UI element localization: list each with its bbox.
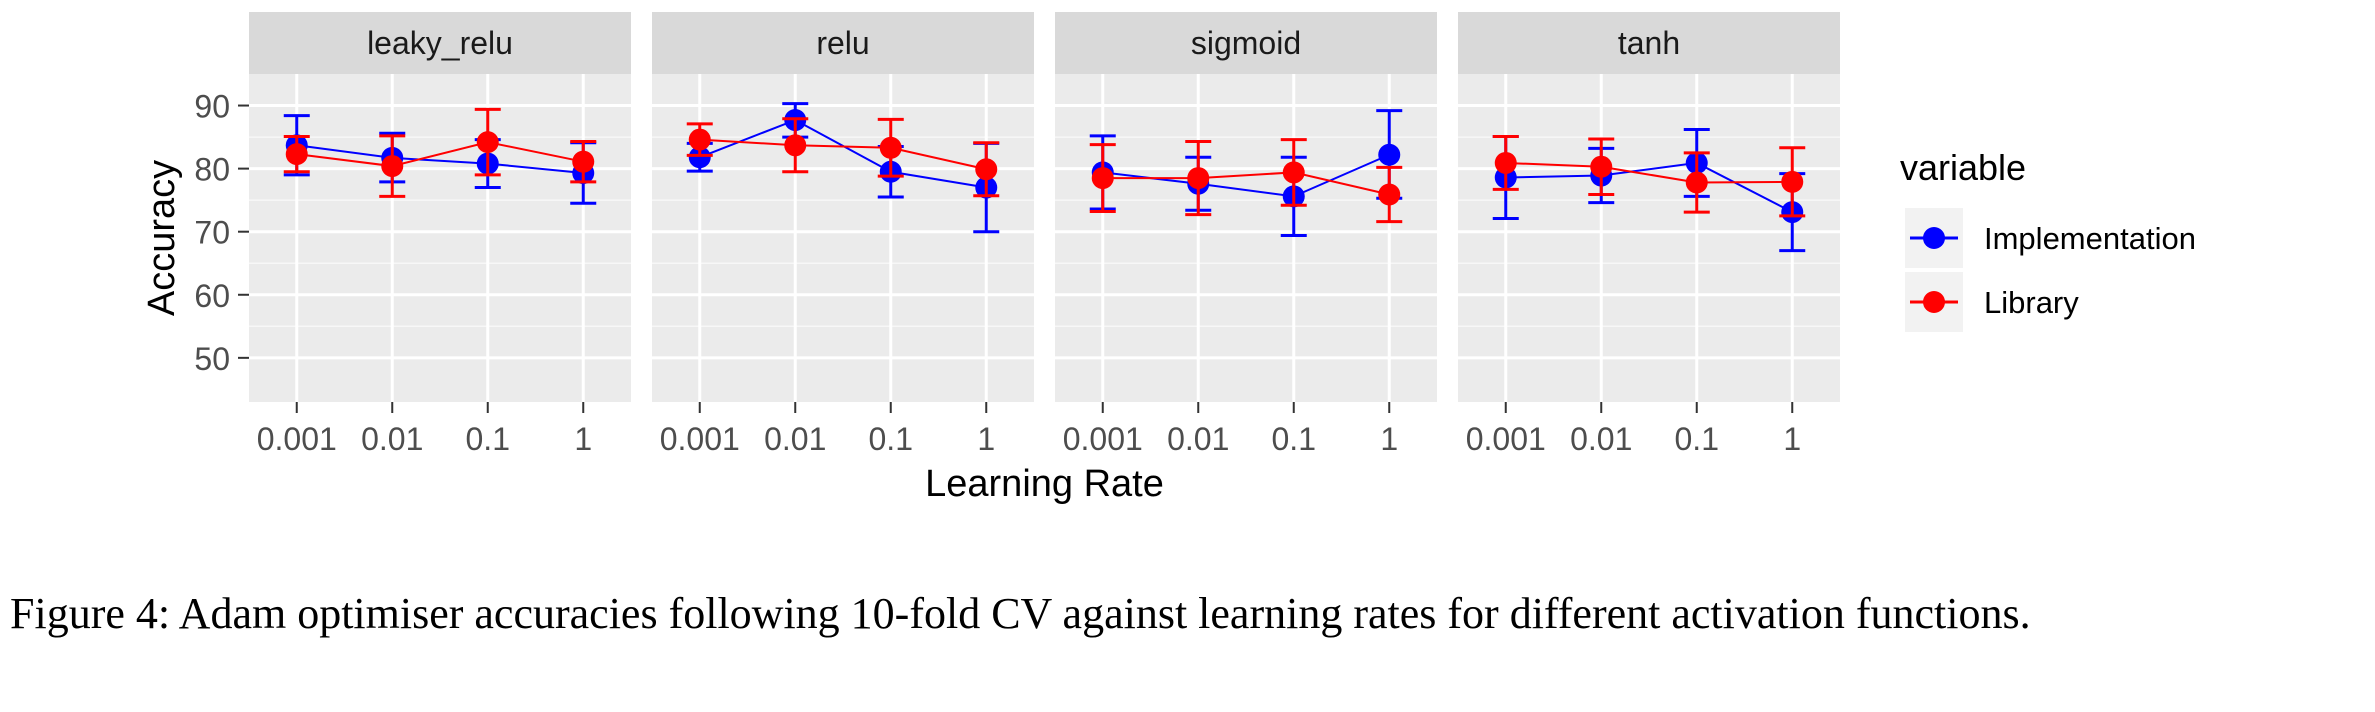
strip-label-relu: relu — [816, 25, 869, 61]
point-library-sigmoid-0.1 — [1282, 161, 1305, 184]
series-library-sigmoid — [1089, 138, 1403, 224]
point-library-leaky_relu-0.001 — [285, 143, 308, 166]
x-tick-label-relu-0.001: 0.001 — [660, 421, 740, 457]
strip-label-tanh: tanh — [1618, 25, 1680, 61]
point-library-leaky_relu-0.01 — [381, 155, 404, 178]
point-library-tanh-0.01 — [1590, 155, 1613, 178]
point-library-relu-0.1 — [879, 136, 902, 159]
strip-tanh — [1458, 12, 1840, 74]
x-tick-label-tanh-0.01: 0.01 — [1570, 421, 1632, 457]
panel-background-relu — [652, 74, 1034, 402]
x-axis-title: Learning Rate — [925, 463, 1164, 505]
y-tick-label-70: 70 — [194, 215, 230, 251]
panel-background-leaky_relu — [249, 74, 631, 402]
x-tick-label-leaky_relu-1: 1 — [574, 421, 592, 457]
legend-entry-implementation: Implementation — [1905, 208, 2196, 268]
x-tick-label-tanh-1: 1 — [1783, 421, 1801, 457]
x-tick-label-tanh-0.1: 0.1 — [1675, 421, 1719, 457]
point-library-sigmoid-1 — [1378, 183, 1401, 206]
legend-label-implementation: Implementation — [1984, 221, 2196, 256]
point-library-relu-1 — [975, 158, 998, 181]
line-library-sigmoid — [1102, 171, 1390, 196]
y-tick-label-60: 60 — [194, 278, 230, 314]
faceted-chart: 50 60 70 80 90 Accuracy leaky_relu 0.001 0.01 0.1… — [141, 12, 2196, 505]
x-tick-label-sigmoid-0.1: 0.1 — [1272, 421, 1316, 457]
x-tick-label-leaky_relu-0.001: 0.001 — [257, 421, 337, 457]
strip-relu — [652, 12, 1034, 74]
point-library-sigmoid-0.001 — [1091, 167, 1114, 190]
y-tick-label-90: 90 — [194, 89, 230, 125]
point-library-tanh-0.1 — [1685, 171, 1708, 194]
legend-key-point — [1923, 291, 1945, 313]
legend-key-point — [1923, 227, 1945, 249]
strip-sigmoid — [1055, 12, 1437, 74]
strip-label-leaky_relu: leaky_relu — [367, 25, 513, 61]
x-tick-label-relu-0.01: 0.01 — [764, 421, 826, 457]
x-tick-label-sigmoid-0.001: 0.001 — [1063, 421, 1143, 457]
panel-background-tanh — [1458, 74, 1840, 402]
point-implementation-relu-0.001 — [688, 146, 711, 169]
y-tick-label-50: 50 — [194, 341, 230, 377]
panel-sigmoid: sigmoid 0.001 0.01 0.1 1 — [1055, 12, 1437, 457]
point-library-leaky_relu-0.1 — [476, 131, 499, 154]
point-library-tanh-0.001 — [1494, 151, 1517, 174]
series-library-relu — [686, 117, 1000, 198]
point-library-sigmoid-0.01 — [1187, 167, 1210, 190]
legend-label-library: Library — [1984, 285, 2079, 320]
series-library-leaky_relu — [283, 107, 597, 198]
line-library-tanh — [1505, 161, 1793, 184]
legend-title: variable — [1900, 147, 2026, 188]
series-library-tanh — [1492, 134, 1806, 218]
legend-entry-library: Library — [1905, 272, 2079, 332]
point-library-tanh-1 — [1781, 170, 1804, 193]
strip-label-sigmoid: sigmoid — [1191, 25, 1301, 61]
point-library-leaky_relu-1 — [572, 150, 595, 173]
x-tick-label-tanh-0.001: 0.001 — [1466, 421, 1546, 457]
line-library-relu — [699, 138, 987, 171]
panel-tanh: tanh 0.001 0.01 0.1 1 — [1458, 12, 1840, 457]
point-library-relu-0.01 — [784, 134, 807, 157]
x-tick-label-leaky_relu-0.1: 0.1 — [466, 421, 510, 457]
line-implementation-leaky_relu — [296, 144, 584, 175]
line-implementation-tanh — [1505, 161, 1793, 214]
y-axis-title: Accuracy — [141, 160, 183, 316]
x-tick-label-sigmoid-1: 1 — [1380, 421, 1398, 457]
x-tick-label-sigmoid-0.01: 0.01 — [1167, 421, 1229, 457]
panel-leaky_relu: leaky_relu 0.001 0.01 0.1 1 — [249, 12, 631, 457]
point-library-relu-0.001 — [688, 128, 711, 151]
panel-relu: relu 0.001 0.01 0.1 1 — [652, 12, 1034, 457]
x-tick-label-relu-0.1: 0.1 — [869, 421, 913, 457]
strip-leaky_relu — [249, 12, 631, 74]
y-tick-label-80: 80 — [194, 152, 230, 188]
x-tick-label-leaky_relu-0.01: 0.01 — [361, 421, 423, 457]
panel-background-sigmoid — [1055, 74, 1437, 402]
line-library-leaky_relu — [296, 141, 584, 168]
legend: variable Implementation Library — [1900, 147, 2196, 332]
figure-caption: Figure 4: Adam optimiser accuracies foll… — [10, 589, 2031, 638]
x-tick-label-relu-1: 1 — [977, 421, 995, 457]
point-implementation-sigmoid-1 — [1378, 143, 1401, 166]
